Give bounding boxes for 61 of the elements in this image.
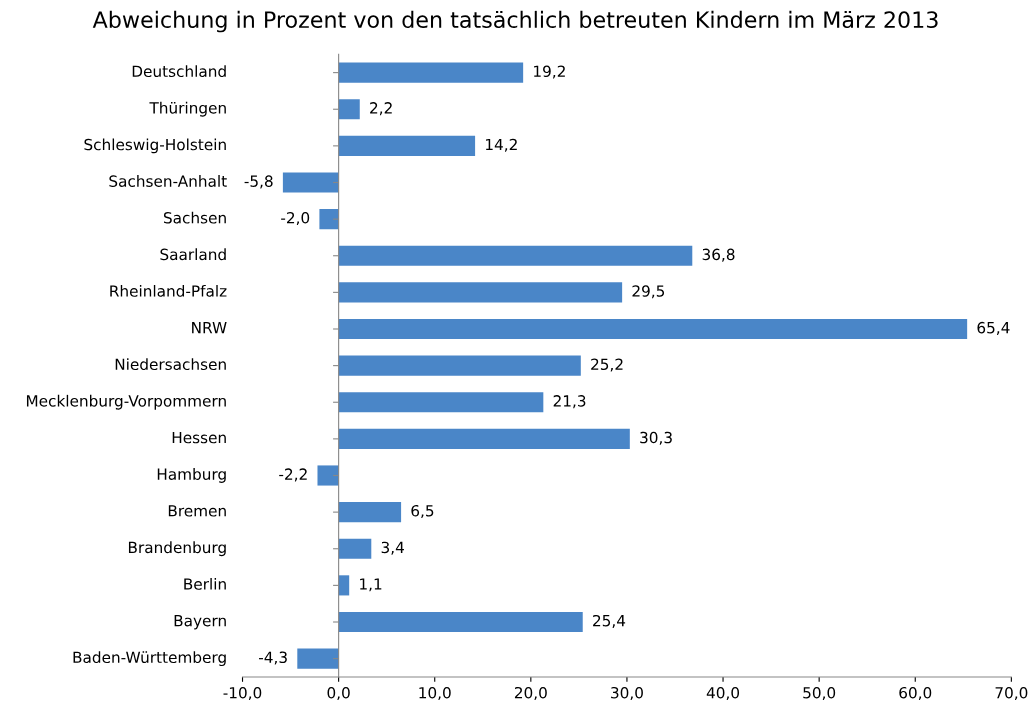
x-tick-label: 60,0 xyxy=(899,686,932,701)
bar xyxy=(297,648,339,669)
bar xyxy=(338,538,372,559)
data-label: 29,5 xyxy=(632,285,665,299)
y-tick-label: Bayern xyxy=(174,615,226,630)
y-tick-label: Brandenburg xyxy=(128,541,226,557)
x-tick-label: 20,0 xyxy=(514,686,547,701)
chart-title: Abweichung in Prozent von den tatsächlich betreuten Kindern im März 2013 xyxy=(92,10,938,33)
x-tick-label: 50,0 xyxy=(803,686,836,701)
data-label: 2,2 xyxy=(370,102,392,116)
y-tick-label: Hamburg xyxy=(157,468,226,483)
bar xyxy=(338,502,402,523)
data-label: 25,4 xyxy=(593,614,626,628)
bar xyxy=(338,392,544,413)
x-tick-label: 40,0 xyxy=(706,686,740,701)
bar xyxy=(338,355,581,376)
bar xyxy=(317,465,339,486)
bar xyxy=(338,99,360,120)
y-tick-label: Thüringen xyxy=(149,101,226,117)
bar xyxy=(338,245,693,266)
y-tick-label: Hessen xyxy=(172,431,226,444)
data-label: 19,2 xyxy=(534,65,565,79)
data-label: 65,4 xyxy=(977,321,1010,335)
bar xyxy=(338,575,350,596)
y-tick-label: Schleswig-Holstein xyxy=(84,138,226,154)
bar xyxy=(319,209,339,230)
bar xyxy=(282,172,339,193)
data-label: 14,2 xyxy=(486,138,517,152)
data-label: -4,3 xyxy=(259,651,287,665)
data-label: 6,5 xyxy=(411,505,434,519)
y-tick-label: Bremen xyxy=(168,505,226,517)
y-tick-label: Deutschland xyxy=(132,65,226,78)
data-label: -5,8 xyxy=(244,175,273,189)
x-tick-label: 70,0 xyxy=(995,686,1028,701)
bar xyxy=(338,282,623,303)
x-tick-label: -10,0 xyxy=(223,686,262,701)
y-tick-label: Saarland xyxy=(160,248,226,261)
bar xyxy=(338,318,968,340)
bar xyxy=(338,611,583,633)
y-tick-label: Sachsen xyxy=(163,211,226,224)
data-label: 36,8 xyxy=(702,248,735,262)
data-label: -2,2 xyxy=(279,468,307,482)
data-label: 3,4 xyxy=(381,541,404,555)
data-label: 21,3 xyxy=(553,395,586,409)
x-tick-label: 30,0 xyxy=(611,686,643,701)
bar xyxy=(338,62,524,83)
data-label: 25,2 xyxy=(591,358,623,372)
x-tick-label: 0,0 xyxy=(327,686,350,701)
x-tick-label: 10,0 xyxy=(419,686,451,701)
y-tick-label: Baden-Württemberg xyxy=(73,651,226,667)
data-label: 30,3 xyxy=(640,431,672,445)
y-tick-label: Sachsen-Anhalt xyxy=(109,175,227,187)
y-tick-label: Rheinland-Pfalz xyxy=(110,284,227,297)
data-label: -2,0 xyxy=(281,211,310,226)
y-tick-label: Niedersachsen xyxy=(115,358,226,371)
y-tick-label: NRW xyxy=(192,322,227,334)
bar xyxy=(338,428,630,449)
bar xyxy=(338,135,476,156)
y-tick-label: Mecklenburg-Vorpommern xyxy=(26,394,226,410)
y-tick-label: Berlin xyxy=(184,577,226,590)
data-label: 1,1 xyxy=(360,578,382,592)
